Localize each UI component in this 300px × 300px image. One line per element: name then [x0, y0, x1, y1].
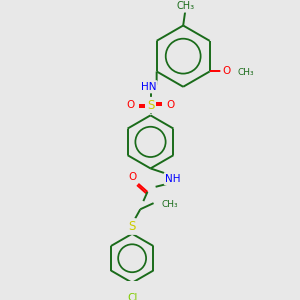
- Text: O: O: [167, 100, 175, 110]
- Text: CH₃: CH₃: [237, 68, 254, 77]
- Text: S: S: [147, 99, 154, 112]
- Text: NH: NH: [165, 174, 181, 184]
- Text: S: S: [128, 220, 136, 233]
- Text: Cl: Cl: [127, 293, 137, 300]
- Text: HN: HN: [141, 82, 156, 92]
- Text: CH₃: CH₃: [162, 200, 178, 209]
- Text: O: O: [126, 100, 134, 110]
- Text: CH₃: CH₃: [176, 1, 194, 11]
- Text: O: O: [128, 172, 136, 182]
- Text: O: O: [222, 67, 230, 76]
